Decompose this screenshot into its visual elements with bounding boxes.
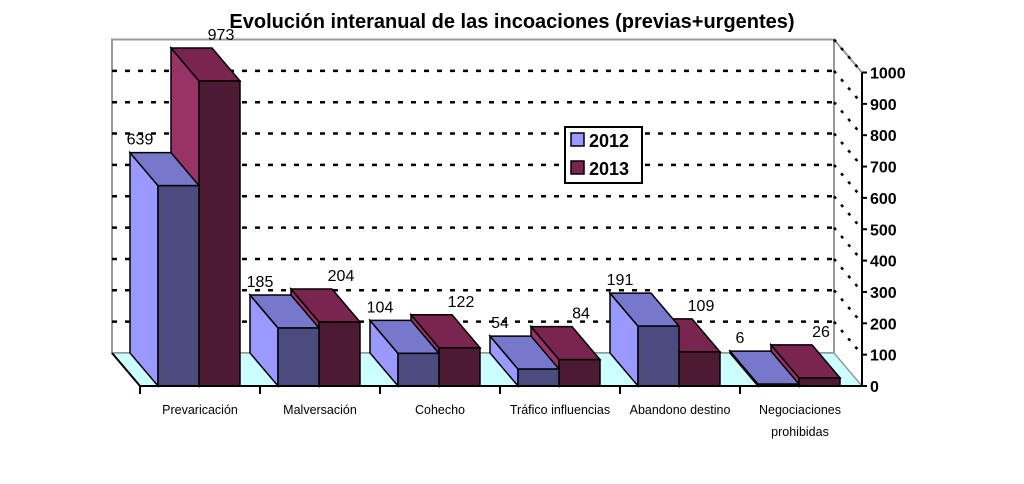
- legend-swatch-2012: [570, 132, 585, 147]
- data-label-2013: 26: [812, 324, 830, 341]
- chart-title: Evolución interanual de las incoaciones …: [229, 11, 794, 33]
- y-tick-label: 700: [870, 160, 897, 177]
- category-label: Malversación: [283, 403, 357, 417]
- wall-edge: [833, 38, 863, 74]
- bar-front: [637, 325, 680, 387]
- bar-front: [157, 184, 200, 387]
- gridline-depth: [833, 289, 863, 325]
- category-label: Abandono destino: [630, 403, 731, 417]
- y-tick-label: 300: [870, 285, 897, 302]
- bar-front: [678, 351, 721, 387]
- category-label: Prevaricación: [162, 403, 238, 417]
- gridline-depth: [833, 258, 863, 293]
- bar-front: [517, 368, 560, 387]
- data-label-2013: 109: [688, 298, 715, 315]
- gridline-depth: [833, 132, 863, 168]
- gridline-depth: [833, 70, 863, 105]
- bar-2012: [368, 318, 441, 389]
- bar-front: [798, 377, 841, 387]
- bar-side: [129, 150, 159, 389]
- y-tick-label: 400: [870, 254, 897, 271]
- y-tick-label: 100: [870, 348, 897, 365]
- y-tick-label: 1000: [870, 66, 906, 83]
- gridline-depth: [833, 195, 863, 231]
- data-label-2013: 204: [328, 268, 355, 285]
- y-tick-label: 800: [870, 128, 897, 145]
- bar-2012: [248, 292, 321, 389]
- data-label-2012: 54: [491, 315, 509, 332]
- gridline-depth: [833, 320, 863, 356]
- legend-swatch-2013: [570, 160, 585, 175]
- legend-label-2012: 2012: [589, 131, 629, 151]
- y-tick-label: 900: [870, 97, 897, 114]
- legend: 2012 2013: [564, 126, 643, 184]
- bar-2012: [488, 334, 561, 389]
- floor-edge: [111, 352, 141, 387]
- legend-label-2013: 2013: [589, 159, 629, 179]
- y-tick-label: 500: [870, 222, 897, 239]
- data-label-2012: 639: [127, 132, 154, 149]
- gridline-depth: [833, 226, 863, 262]
- data-label-2013: 84: [572, 306, 590, 323]
- gridline-depth: [833, 164, 863, 199]
- data-label-2012: 185: [247, 274, 274, 291]
- gridline-depth: [833, 101, 863, 137]
- y-tick-label: 600: [870, 191, 897, 208]
- bar-2012: [128, 150, 201, 389]
- bars: [128, 45, 842, 389]
- bar-front: [318, 321, 361, 387]
- y-axis: 0 100 200 300 400 500 600 700 800 900 1000: [140, 66, 906, 396]
- bar-2012: [608, 291, 681, 389]
- data-labels: 639 973 185 204 104 122 54 84 191 109 6 26: [127, 27, 830, 347]
- bar-front: [198, 80, 241, 387]
- data-label-2013: 122: [448, 294, 475, 311]
- y-tick-label: 0: [870, 379, 879, 396]
- x-axis: Prevaricación Malversación Cohecho Tráfico …: [139, 386, 841, 439]
- data-label-2012: 191: [607, 272, 634, 289]
- category-label: Tráfico influencias: [510, 403, 610, 417]
- category-label: Negociaciones: [759, 403, 841, 417]
- data-label-2012: 104: [367, 299, 394, 316]
- category-label: prohibidas: [771, 425, 829, 439]
- data-label-2012: 6: [736, 330, 745, 347]
- data-label-2013: 973: [208, 27, 235, 44]
- y-tick-label: 200: [870, 316, 897, 333]
- bar-front: [277, 327, 320, 387]
- bar-front: [438, 347, 481, 387]
- bar-front: [558, 358, 601, 387]
- bar-front: [397, 352, 440, 387]
- category-label: Cohecho: [415, 403, 465, 417]
